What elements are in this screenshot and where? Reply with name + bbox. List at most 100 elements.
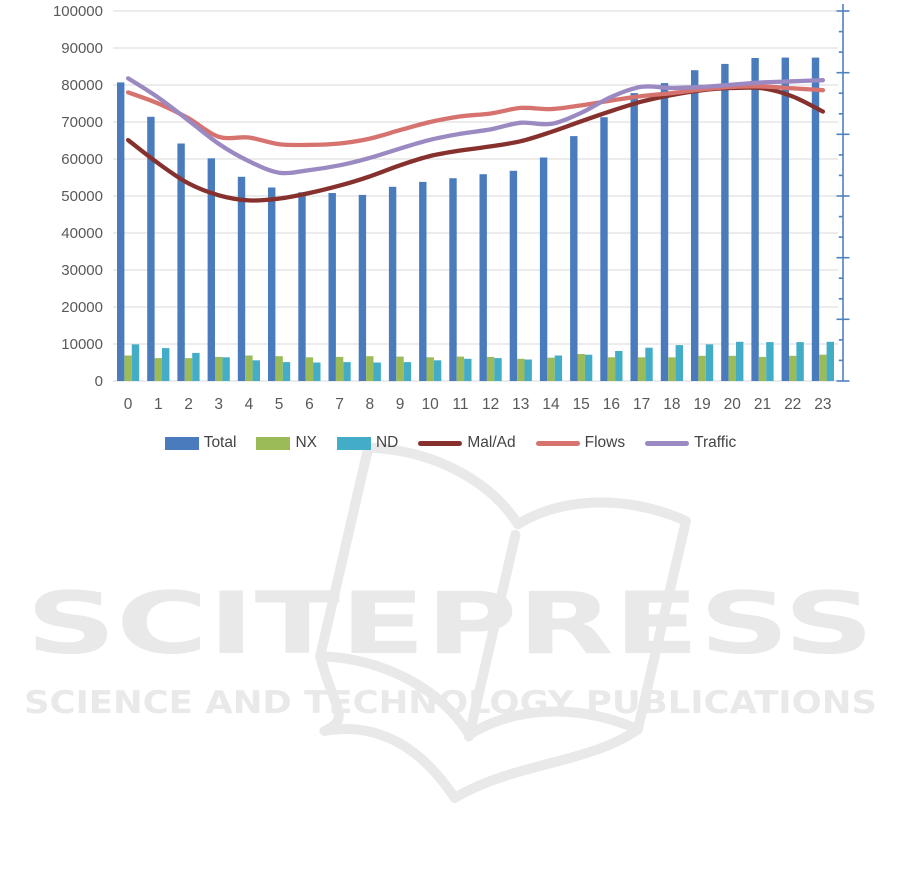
legend-item-flows: Flows — [535, 434, 626, 452]
chart-legend: Total NX ND Mal/Ad Flows Traffic — [0, 434, 901, 452]
bar-total-15 — [570, 136, 578, 381]
x-tick-label: 13 — [512, 396, 529, 413]
x-tick-label: 23 — [814, 396, 831, 413]
bar-total-7 — [328, 193, 336, 381]
bar-total-14 — [539, 157, 548, 381]
x-tick-label: 9 — [396, 396, 405, 413]
y-tick-label: 10000 — [61, 336, 103, 353]
bar-nx-16 — [607, 357, 616, 381]
x-tick-label: 17 — [633, 396, 650, 413]
legend-item-mal-ad: Mal/Ad — [418, 434, 516, 452]
x-tick-label: 1 — [154, 396, 163, 413]
x-tick-label: 20 — [724, 396, 742, 413]
x-tick-label: 2 — [184, 396, 193, 413]
x-tick-label: 12 — [482, 396, 499, 413]
legend-label-flows: Flows — [584, 434, 626, 451]
bar-total-11 — [449, 178, 457, 381]
bar-nx-7 — [335, 356, 344, 381]
bar-nx-2 — [184, 358, 193, 381]
bar-nd-5 — [282, 362, 291, 381]
bar-total-1 — [147, 116, 155, 382]
bar-nd-23 — [826, 341, 834, 381]
bar-total-18 — [660, 83, 669, 381]
bar-total-23 — [811, 57, 820, 381]
bar-nd-9 — [403, 362, 412, 381]
y-axis-tick-labels: 0 10000 20000 30000 40000 50000 60000 70000 8000… — [53, 3, 103, 390]
bar-nx-5 — [275, 356, 283, 381]
legend-item-total: Total — [164, 434, 237, 452]
bar-total-17 — [630, 93, 638, 381]
bar-nd-20 — [736, 341, 744, 381]
bar-nx-18 — [668, 357, 676, 381]
bar-nd-0 — [131, 344, 140, 381]
combo-chart-svg: 0 10000 20000 30000 40000 50000 60000 70000 8000… — [53, 3, 850, 413]
bar-nx-11 — [456, 356, 465, 381]
x-tick-label: 0 — [124, 396, 133, 413]
x-tick-label: 16 — [603, 396, 620, 413]
legend-item-nx: NX — [256, 434, 317, 452]
y-tick-label: 40000 — [61, 225, 103, 242]
legend-item-traffic: Traffic — [645, 434, 736, 452]
x-tick-label: 7 — [335, 396, 344, 413]
bar-nd-16 — [615, 351, 623, 381]
bar-nd-1 — [162, 348, 170, 381]
bars-total — [117, 57, 820, 382]
legend-swatch-total — [164, 436, 199, 450]
y-tick-label: 100000 — [53, 3, 103, 20]
bar-total-4 — [237, 176, 246, 381]
bar-nd-22 — [796, 342, 804, 381]
legend-item-nd: ND — [336, 434, 399, 452]
x-tick-label: 4 — [245, 396, 254, 413]
watermark-subtitle: SCIENCE AND TECHNOLOGY PUBLICATIONS — [24, 685, 877, 721]
bar-nx-8 — [366, 356, 374, 381]
bar-nd-4 — [252, 360, 260, 381]
legend-swatch-mal-ad — [418, 440, 463, 446]
bars-nx — [124, 354, 827, 381]
secondary-y-axis — [836, 4, 850, 382]
line-traffic — [125, 76, 826, 176]
bar-nx-9 — [396, 356, 404, 381]
legend-swatch-traffic — [645, 440, 690, 446]
legend-label-mal-ad: Mal/Ad — [467, 434, 516, 451]
x-tick-label: 18 — [663, 396, 680, 413]
bar-total-12 — [479, 174, 487, 381]
bar-total-6 — [298, 192, 306, 381]
bar-nx-1 — [154, 358, 162, 381]
bar-total-20 — [721, 63, 729, 382]
bar-nx-12 — [486, 356, 495, 381]
line-flows — [125, 84, 826, 148]
bar-nx-4 — [245, 355, 253, 381]
bar-total-21 — [751, 58, 759, 381]
x-tick-label: 15 — [573, 396, 590, 413]
bar-nx-21 — [758, 356, 767, 381]
bar-nx-19 — [698, 355, 706, 381]
bar-total-0 — [117, 82, 125, 382]
x-axis-tick-labels: 0 1 2 3 4 5 6 7 8 9 10 11 12 13 14 15 16 17 18 19 20 21 22 23 — [124, 396, 832, 413]
bar-nx-10 — [426, 357, 434, 381]
y-tick-label: 30000 — [61, 262, 103, 279]
bar-nx-6 — [305, 357, 314, 381]
bar-nd-21 — [766, 342, 774, 381]
legend-label-traffic: Traffic — [694, 434, 737, 451]
bars-nd — [131, 341, 834, 381]
bar-nx-17 — [637, 357, 646, 381]
bar-total-13 — [509, 170, 518, 381]
bar-nx-15 — [577, 354, 585, 381]
legend-label-total: Total — [203, 434, 237, 451]
bar-nx-3 — [215, 356, 223, 381]
watermark-title: SCITEPRESS — [26, 574, 874, 674]
y-tick-label: 50000 — [61, 188, 103, 205]
bar-nd-15 — [584, 354, 593, 381]
bar-nd-3 — [222, 357, 230, 381]
x-tick-label: 11 — [452, 396, 468, 413]
y-tick-label: 60000 — [61, 151, 103, 168]
legend-label-nd: ND — [375, 434, 399, 451]
bar-total-9 — [388, 186, 397, 382]
y-tick-label: 70000 — [61, 114, 103, 131]
bar-nd-17 — [645, 347, 653, 381]
bar-nx-22 — [789, 355, 797, 381]
bar-nd-12 — [494, 358, 502, 381]
bar-nx-0 — [124, 355, 132, 381]
y-tick-label: 20000 — [61, 299, 103, 316]
x-tick-label: 14 — [542, 396, 560, 413]
